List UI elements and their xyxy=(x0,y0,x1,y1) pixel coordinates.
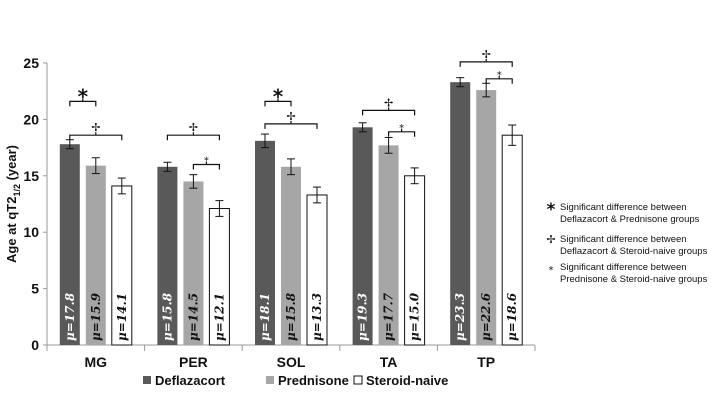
x-tick-label: TA xyxy=(380,354,398,370)
bar-value-label: μ=15.8 xyxy=(160,292,174,341)
significance-symbol: ✢ xyxy=(189,121,198,134)
significance-bracket xyxy=(192,163,220,170)
y-tick-label: 20 xyxy=(23,111,39,127)
legend-label: Deflazacort xyxy=(155,373,226,388)
bar-value-label: μ=15.9 xyxy=(89,292,103,341)
x-tick-label: MG xyxy=(85,354,108,370)
y-tick-label: 10 xyxy=(23,224,39,240)
annotation-text: Deflazacort & Prednisone groups xyxy=(560,214,700,225)
y-tick-label: 25 xyxy=(23,55,39,71)
bar xyxy=(255,140,275,345)
annotation-text: Prednisone & Steroid-naive groups xyxy=(560,274,708,285)
bar-value-label: μ=13.3 xyxy=(310,293,324,341)
bar-value-label: μ=12.1 xyxy=(212,293,226,341)
significance-symbol: ⁎ xyxy=(204,153,209,164)
significance-symbol: ⁎ xyxy=(399,120,404,131)
y-axis-title-subscript: 1/2 xyxy=(12,184,22,197)
bar-value-label: μ=17.7 xyxy=(382,292,396,341)
significance-symbol: ✢ xyxy=(91,121,100,134)
legend-label: Prednisone xyxy=(278,373,349,388)
annotation-text: Significant difference between xyxy=(560,262,687,273)
significance-symbol: * xyxy=(273,84,284,108)
bar xyxy=(183,181,204,345)
x-tick-label: PER xyxy=(179,354,208,370)
bar xyxy=(281,166,301,345)
bar-value-label: μ=15.8 xyxy=(284,292,298,341)
significance-symbol: ✢ xyxy=(384,96,393,109)
significance-bracket xyxy=(459,61,513,67)
legend-swatch xyxy=(353,375,363,385)
significance-symbol: * xyxy=(78,84,89,108)
significance-bracket xyxy=(362,109,416,116)
annotation-symbol: ⁎ xyxy=(549,262,554,273)
y-tick-label: 5 xyxy=(31,281,39,297)
annotation-text: Significant difference between xyxy=(560,234,687,245)
bar-value-label: μ=14.5 xyxy=(186,293,200,341)
significance-bracket xyxy=(69,134,123,141)
y-axis-title-main: Age at qT2 xyxy=(4,197,19,263)
bar-value-label: μ=18.6 xyxy=(505,292,519,341)
bar-value-label: μ=23.3 xyxy=(453,293,467,341)
y-tick-label: 0 xyxy=(31,337,39,353)
bar-value-label: μ=15.0 xyxy=(408,292,422,341)
bar xyxy=(476,90,497,346)
y-axis-title-unit: (year) xyxy=(4,145,19,184)
legend-label: Steroid-naive xyxy=(366,373,448,388)
annotation-symbol: * xyxy=(547,200,556,220)
legend-swatch xyxy=(266,376,274,384)
bar-value-label: μ=14.1 xyxy=(115,293,129,341)
y-tick-label: 15 xyxy=(23,168,39,184)
annotation-text: Deflazacort & Steroid-naive groups xyxy=(560,246,708,257)
bar xyxy=(157,166,178,345)
bar xyxy=(378,145,399,345)
bar xyxy=(85,165,106,345)
significance-bracket xyxy=(166,134,220,141)
significance-symbol: ✢ xyxy=(286,110,295,123)
legend-swatch xyxy=(143,376,151,384)
annotation-text: Significant difference between xyxy=(560,202,687,213)
y-axis-title: Age at qT21/2 (year) xyxy=(4,145,22,263)
significance-symbol: ⁎ xyxy=(497,67,502,78)
bar xyxy=(450,82,471,346)
bar-value-label: μ=17.8 xyxy=(63,292,77,341)
significance-symbol: ✢ xyxy=(482,48,491,61)
bar-value-label: μ=18.1 xyxy=(258,293,272,341)
bar xyxy=(352,127,373,346)
bar xyxy=(59,144,80,345)
x-tick-label: SOL xyxy=(277,354,306,370)
annotation-symbol: ✢ xyxy=(546,233,555,246)
x-tick-label: TP xyxy=(477,354,495,370)
bar-value-label: μ=22.6 xyxy=(479,292,493,341)
bar-value-label: μ=19.3 xyxy=(356,293,370,341)
significance-bracket xyxy=(264,123,318,129)
significance-bracket xyxy=(388,131,416,137)
